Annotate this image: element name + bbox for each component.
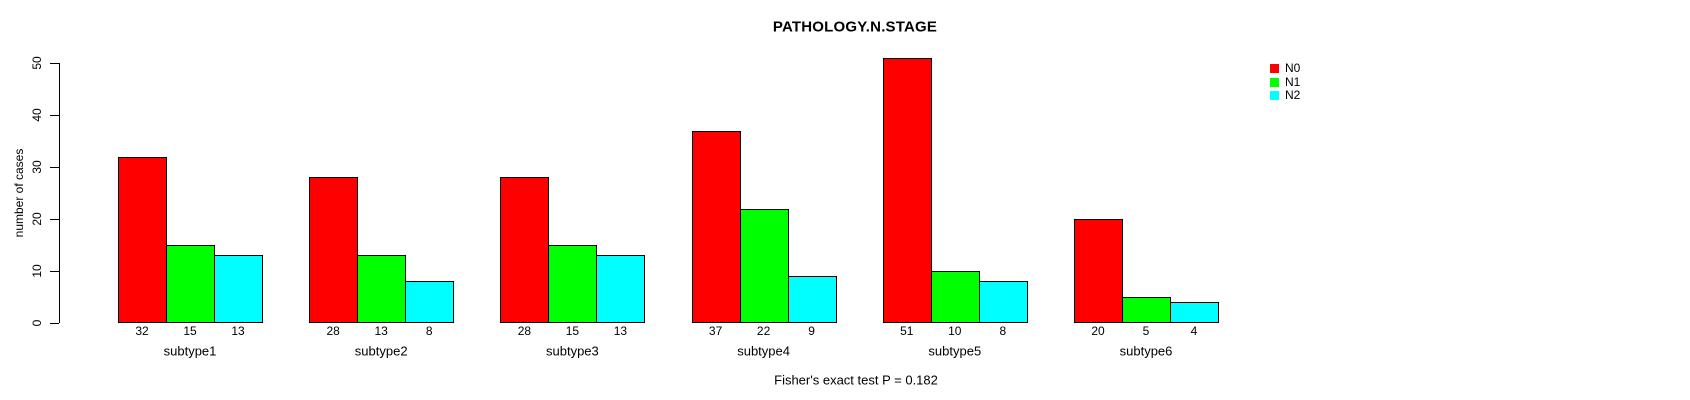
y-tick — [50, 322, 59, 324]
y-tick-label: 20 — [30, 212, 44, 226]
y-tick-label: 10 — [30, 264, 44, 278]
bar-value-label: 15 — [183, 324, 197, 338]
bar-value-label: 13 — [231, 324, 245, 338]
bar — [1122, 297, 1171, 323]
bar — [930, 271, 980, 323]
legend-label: N1 — [1285, 74, 1301, 89]
legend-label: N0 — [1285, 61, 1301, 75]
legend-label: N2 — [1285, 88, 1301, 102]
y-tick — [50, 62, 59, 64]
bar — [309, 177, 359, 323]
legend-item: N1 — [1270, 74, 1301, 90]
bar-value-label: 10 — [948, 324, 962, 338]
bar — [882, 57, 932, 323]
bar-value-label: 28 — [517, 324, 532, 338]
bar-value-label: 20 — [1091, 324, 1105, 338]
bar-value-label: 51 — [900, 324, 914, 338]
y-tick — [50, 270, 59, 272]
legend-item: N0 — [1270, 61, 1301, 76]
y-tick — [50, 218, 59, 220]
category-label: subtype1 — [163, 343, 217, 359]
bar — [405, 281, 455, 323]
bar — [596, 255, 646, 323]
bar-value-label: 13 — [374, 324, 388, 338]
bar-value-label: 9 — [808, 324, 815, 338]
y-tick-label: 50 — [30, 56, 44, 70]
caption: Fisher's exact test P = 0.182 — [774, 372, 938, 388]
legend-swatch — [1270, 91, 1279, 101]
category-label: subtype5 — [928, 343, 982, 359]
category-label: subtype2 — [354, 343, 408, 359]
category-label: subtype4 — [737, 343, 790, 359]
bar-value-label: 28 — [326, 324, 340, 338]
bar — [1074, 219, 1123, 323]
bar-value-label: 32 — [135, 324, 149, 338]
legend-swatch — [1270, 77, 1279, 87]
bar — [787, 276, 837, 323]
y-tick — [50, 166, 59, 168]
bar — [357, 255, 407, 323]
bar — [118, 156, 167, 323]
bar-value-label: 13 — [613, 324, 628, 338]
bar — [548, 245, 598, 323]
category-label: subtype6 — [1119, 343, 1173, 359]
category-label: subtype3 — [546, 343, 599, 359]
bar — [1170, 302, 1219, 323]
chart-title: PATHOLOGY.N.STAGE — [772, 18, 938, 36]
bar-value-label: 8 — [999, 324, 1007, 338]
legend-swatch — [1270, 64, 1279, 74]
bar — [166, 245, 215, 323]
bar — [739, 208, 789, 323]
bar-value-label: 37 — [708, 324, 723, 338]
y-tick — [50, 114, 59, 116]
bar-value-label: 22 — [756, 324, 771, 338]
bar — [214, 255, 263, 323]
bar-value-label: 4 — [1190, 324, 1198, 338]
bar — [978, 281, 1028, 323]
bar-value-label: 15 — [565, 324, 580, 338]
bar — [500, 177, 550, 323]
y-tick-label: 30 — [30, 160, 44, 174]
bar-value-label: 5 — [1142, 324, 1150, 338]
y-tick-label: 40 — [30, 108, 44, 122]
bar-value-label: 8 — [425, 324, 433, 338]
bar — [691, 130, 741, 323]
y-axis-line — [59, 63, 60, 323]
legend: N0 N1 N2 — [1270, 61, 1301, 103]
legend-item: N2 — [1270, 88, 1301, 103]
y-tick-label: 0 — [30, 319, 44, 327]
